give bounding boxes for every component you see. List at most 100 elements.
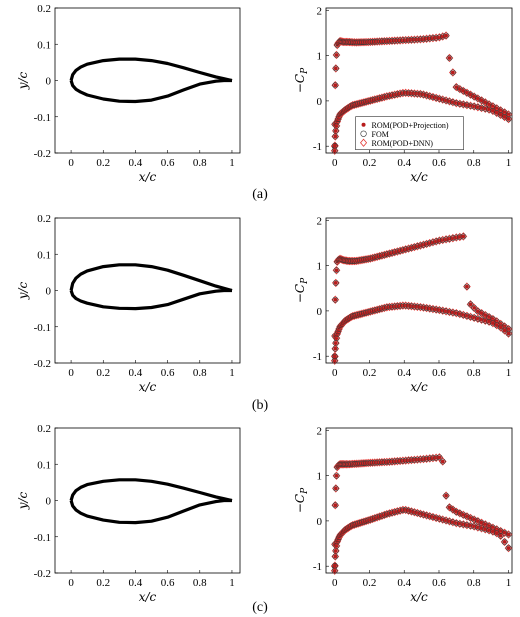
fom-point: [333, 267, 340, 274]
y-axis-label: −CP: [293, 67, 310, 93]
rom-projection-point: [332, 563, 337, 568]
x-tick-label: 0.6: [432, 367, 446, 379]
y-tick-label: 0.1: [37, 249, 51, 261]
rom-projection-point: [502, 539, 507, 544]
y-axis-label: y/c: [16, 491, 30, 510]
y-tick-label: -1: [313, 351, 322, 363]
fom-point: [332, 502, 339, 509]
y-tick-label: -0.2: [34, 568, 51, 580]
panel-caption: (b): [252, 398, 269, 413]
airfoil-upper-surface: [69, 263, 233, 293]
rom-projection-point: [332, 568, 337, 573]
fom-point: [501, 538, 508, 545]
x-tick-label: 0.4: [129, 367, 143, 379]
rom-projection-point: [498, 325, 503, 330]
fom-point: [333, 472, 340, 479]
rom-projection-point: [461, 89, 466, 93]
rom-projection-point: [491, 321, 495, 326]
rom-projection-point: [333, 134, 338, 139]
y-tick-label: 1: [317, 51, 323, 63]
y-tick-label: -0.1: [34, 322, 51, 334]
x-tick-label: 0: [68, 367, 74, 379]
x-axis-label: x/c: [139, 170, 157, 184]
axes-box: [54, 427, 241, 574]
x-tick-label: 0.6: [432, 577, 446, 589]
x-tick-label: 0.8: [467, 577, 481, 589]
rom-projection-point: [332, 354, 337, 359]
y-tick-label: 2: [317, 215, 323, 227]
fom-point: [443, 492, 449, 499]
rom-projection-point: [444, 33, 448, 38]
rom-projection-point: [333, 281, 338, 285]
rom-projection-point: [506, 546, 511, 550]
fom-point: [460, 233, 467, 240]
airfoil-upper-surface: [69, 478, 233, 503]
panel-caption: (a): [252, 187, 268, 202]
fom-point: [436, 454, 443, 461]
rom-projection-point: [334, 268, 339, 273]
fom-point: [453, 84, 460, 91]
x-tick-label: 0.4: [397, 367, 411, 379]
fom-point: [471, 516, 478, 523]
legend-box: [355, 116, 464, 150]
x-tick-label: 0.6: [161, 367, 175, 379]
y-tick-label: 0: [317, 516, 323, 528]
fom-point: [446, 55, 453, 61]
axes-box: [325, 7, 513, 154]
x-tick-label: 0.4: [397, 157, 411, 169]
fom-point: [443, 32, 449, 39]
panel-a-right: 0 0.2 0.4 0.6 0.8 1 -1 0 1 2 x/c −CP ROM(POD+Project…: [293, 5, 513, 184]
y-tick-label: -0.2: [34, 148, 51, 160]
x-tick-label: 1: [229, 577, 235, 589]
rom-projection-point: [334, 53, 339, 57]
fom-point: [464, 89, 470, 96]
panel-c-left: 0 0.2 0.4 0.6 0.8 1 -0.2 -0.1 0 0.1 0.2 x/c y/c: [16, 423, 241, 604]
x-tick-label: 0.2: [96, 367, 110, 379]
fom-point: [331, 353, 338, 360]
x-tick-label: 0.4: [129, 577, 143, 589]
y-axis-label: −CP: [293, 487, 310, 513]
x-tick-label: 1: [229, 367, 235, 379]
fom-point: [331, 142, 338, 149]
fom-point: [456, 86, 463, 92]
fom-point: [471, 304, 478, 311]
fom-point: [505, 330, 512, 337]
rom-projection-point: [333, 346, 338, 351]
fom-point: [331, 562, 338, 569]
x-tick-label: 0.8: [467, 367, 481, 379]
rom-projection-point: [472, 305, 477, 310]
rom-projection-point: [333, 83, 338, 88]
x-tick-label: 0.2: [96, 157, 110, 169]
rom-projection-point: [506, 117, 511, 121]
y-tick-label: -1: [313, 141, 322, 153]
x-tick-label: 0: [68, 157, 74, 169]
rom-projection-point: [332, 143, 337, 148]
rom-projection-point: [333, 341, 338, 346]
x-tick-label: 0: [332, 577, 338, 589]
rom-projection-point: [444, 493, 448, 498]
legend-rom-dnn-marker: [360, 138, 368, 147]
x-axis-label: x/c: [410, 590, 428, 604]
x-tick-label: 1: [506, 157, 512, 169]
panel-caption: (c): [252, 600, 268, 615]
y-tick-label: -0.1: [34, 112, 51, 124]
legend-label: ROM(POD+Projection): [372, 121, 449, 130]
x-tick-label: 0: [332, 367, 338, 379]
x-tick-label: 0.8: [193, 577, 207, 589]
y-tick-label: 0.2: [37, 423, 51, 435]
fom-point: [497, 532, 504, 539]
y-tick-label: 0: [46, 76, 52, 88]
x-axis-label: x/c: [410, 380, 428, 394]
rom-projection-point: [498, 533, 503, 538]
x-tick-label: 0.8: [193, 367, 207, 379]
legend-label: FOM: [372, 130, 389, 139]
rom-projection-point: [494, 106, 499, 111]
y-tick-label: 1: [317, 261, 323, 273]
airfoil-lower-surface: [69, 78, 232, 104]
legend-fom-marker: [360, 130, 367, 137]
rom-projection-point: [498, 108, 503, 113]
fom-point: [464, 283, 470, 290]
fom-point: [497, 324, 504, 331]
